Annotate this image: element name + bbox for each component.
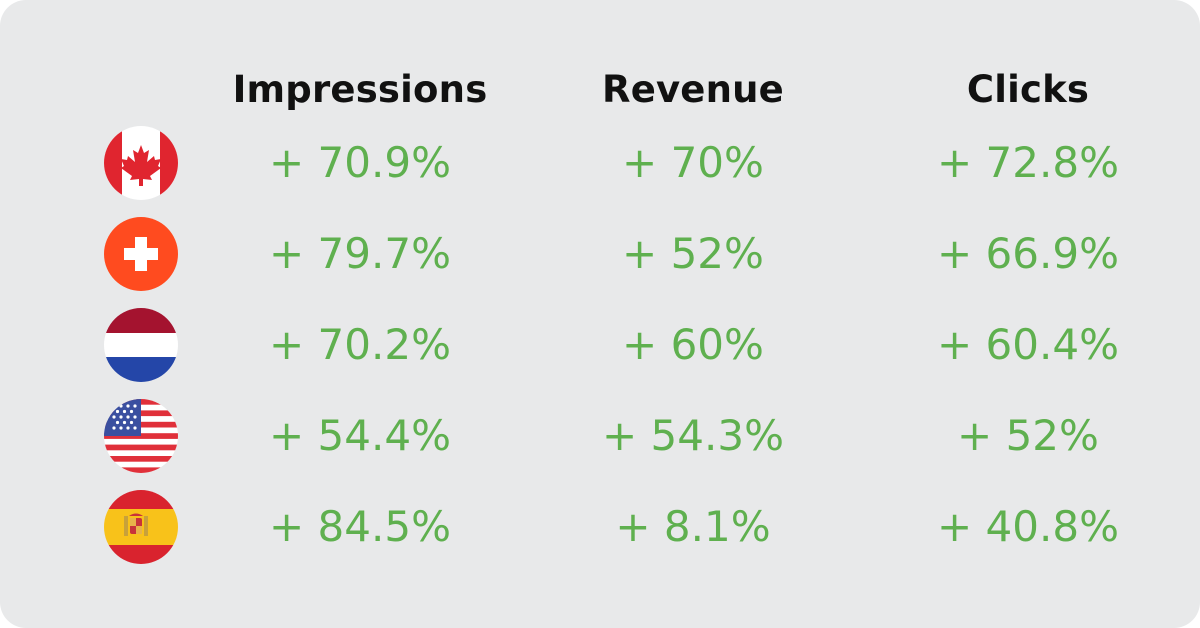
clicks-value: + 40.8%	[937, 502, 1119, 551]
revenue-value: + 70%	[622, 138, 764, 187]
header-impressions: Impressions	[232, 68, 488, 111]
header-clicks: Clicks	[966, 68, 1090, 111]
netherlands-flag-icon	[104, 308, 178, 382]
clicks-value: + 66.9%	[937, 229, 1119, 278]
impressions-value: + 79.7%	[269, 229, 451, 278]
impressions-value: + 84.5%	[269, 502, 451, 551]
revenue-value: + 60%	[622, 320, 764, 369]
table-row: + 54.4% + 54.3% + 52%	[0, 396, 1200, 476]
clicks-value: + 72.8%	[937, 138, 1119, 187]
clicks-value: + 52%	[957, 411, 1099, 460]
revenue-value: + 52%	[622, 229, 764, 278]
switzerland-flag-icon	[104, 217, 178, 291]
impressions-value: + 70.9%	[269, 138, 451, 187]
table-row: + 79.7% + 52% + 66.9%	[0, 214, 1200, 294]
spain-flag-icon	[104, 490, 178, 564]
usa-flag-icon	[104, 399, 178, 473]
revenue-value: + 8.1%	[615, 502, 771, 551]
revenue-value: + 54.3%	[602, 411, 784, 460]
clicks-value: + 60.4%	[937, 320, 1119, 369]
table-row: + 70.2% + 60% + 60.4%	[0, 305, 1200, 385]
table-row: + 70.9% + 70% + 72.8%	[0, 123, 1200, 203]
canada-flag-icon	[104, 126, 178, 200]
impressions-value: + 54.4%	[269, 411, 451, 460]
impressions-value: + 70.2%	[269, 320, 451, 369]
table-row: + 84.5% + 8.1% + 40.8%	[0, 487, 1200, 567]
header-revenue: Revenue	[602, 68, 784, 111]
